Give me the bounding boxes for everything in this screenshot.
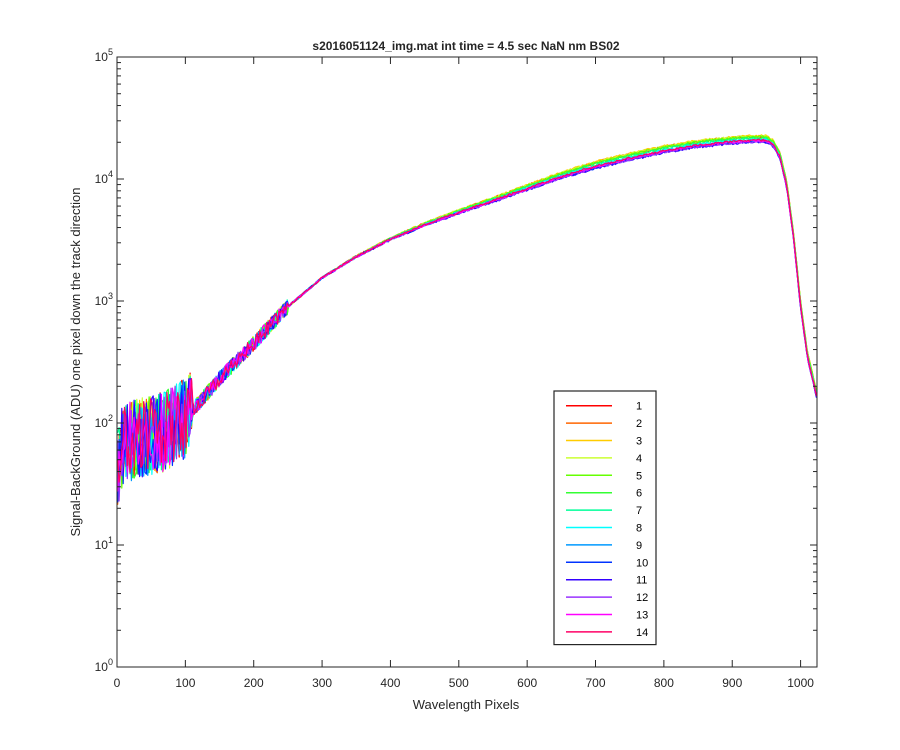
axis-ticks: 0 100 200 300 400 500 600 700 800 900 100010010110… <box>95 47 817 690</box>
series-line-9 <box>117 139 817 490</box>
y-tick-label: 104 <box>95 169 113 186</box>
y-tick-base: 10 <box>95 294 109 308</box>
legend-label: 12 <box>636 592 648 604</box>
x-tick-label: 300 <box>312 676 332 690</box>
series-line-10 <box>117 140 817 503</box>
axes-frame <box>116 56 818 668</box>
x-tick-label: 1000 <box>787 676 814 690</box>
x-tick-label: 400 <box>380 676 400 690</box>
chart-title: s2016051124_img.mat int time = 4.5 sec N… <box>312 39 619 53</box>
legend-label: 13 <box>636 610 648 622</box>
y-tick-base: 10 <box>95 50 109 64</box>
legend-label: 8 <box>636 523 642 535</box>
series-line-8 <box>117 138 817 483</box>
legend-label: 5 <box>636 470 642 482</box>
x-tick-label: 500 <box>449 676 469 690</box>
y-tick-base: 10 <box>95 660 109 674</box>
legend-label: 6 <box>636 488 642 500</box>
series-line-1 <box>117 135 817 485</box>
series-line-13 <box>117 139 817 492</box>
x-tick-label: 700 <box>586 676 606 690</box>
series-line-12 <box>117 140 817 502</box>
legend-label: 11 <box>636 575 647 587</box>
series-line-5 <box>117 135 817 494</box>
x-tick-label: 900 <box>722 676 742 690</box>
series-line-4 <box>117 134 817 497</box>
legend-label: 10 <box>636 557 648 569</box>
x-tick-label: 600 <box>517 676 537 690</box>
legend-label: 2 <box>636 418 642 430</box>
y-tick-exponent: 5 <box>108 47 113 57</box>
legend-label: 7 <box>636 505 642 517</box>
y-tick-label: 102 <box>95 413 113 430</box>
y-axis-label: Signal-BackGround (ADU) one pixel down t… <box>68 187 83 536</box>
y-tick-exponent: 1 <box>108 535 113 545</box>
y-tick-label: 101 <box>95 535 113 552</box>
x-tick-label: 200 <box>244 676 264 690</box>
legend-label: 4 <box>636 453 642 465</box>
y-tick-label: 105 <box>95 47 113 64</box>
legend-label: 14 <box>636 627 648 639</box>
y-tick-base: 10 <box>95 538 109 552</box>
legend-label: 9 <box>636 540 642 552</box>
series-line-7 <box>117 137 817 471</box>
x-axis-label: Wavelength Pixels <box>413 697 520 712</box>
plot-area <box>117 134 817 505</box>
series-line-11 <box>117 140 817 478</box>
legend-label: 1 <box>636 401 642 413</box>
y-tick-label: 103 <box>95 291 113 308</box>
legend-label: 3 <box>636 436 642 448</box>
y-tick-base: 10 <box>95 172 109 186</box>
series-line-2 <box>117 134 817 505</box>
legend-box <box>553 390 657 646</box>
y-tick-label: 100 <box>95 657 113 674</box>
y-tick-base: 10 <box>95 416 109 430</box>
series-line-14 <box>117 138 817 483</box>
series-line-6 <box>117 136 817 479</box>
y-tick-exponent: 4 <box>108 169 113 179</box>
y-tick-exponent: 0 <box>108 657 113 667</box>
y-tick-exponent: 2 <box>108 413 113 423</box>
y-tick-exponent: 3 <box>108 291 113 301</box>
series-line-3 <box>117 134 817 482</box>
x-tick-label: 800 <box>654 676 674 690</box>
x-tick-label: 100 <box>175 676 195 690</box>
x-tick-label: 0 <box>114 676 121 690</box>
